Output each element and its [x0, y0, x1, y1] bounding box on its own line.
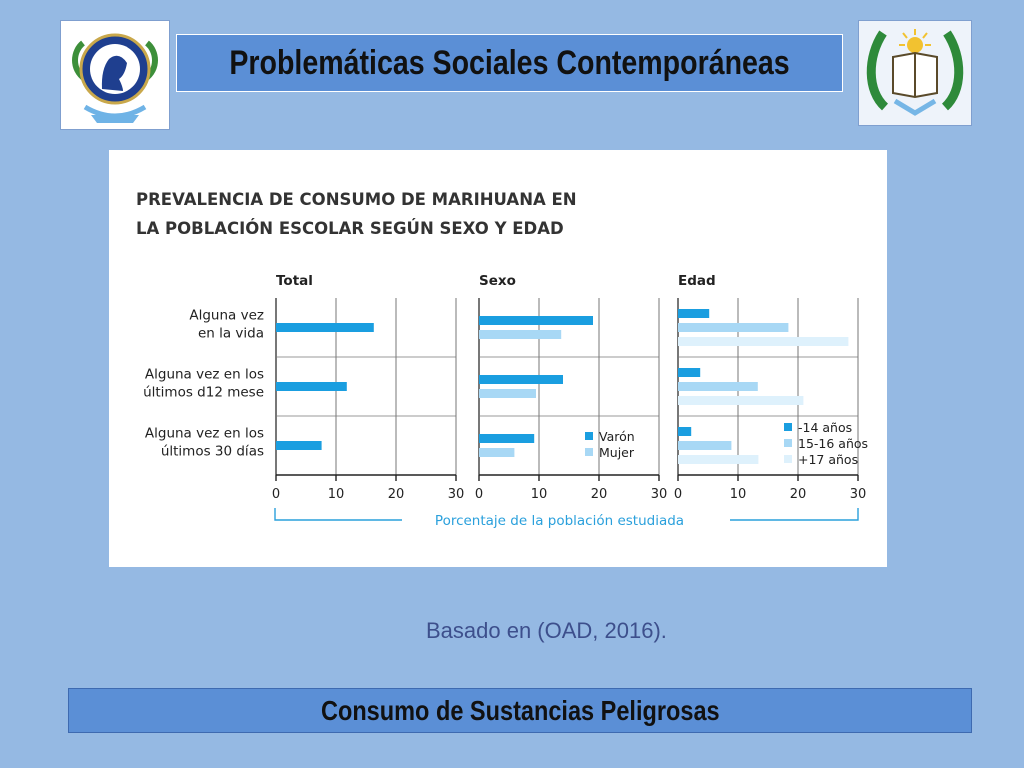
- bar: [678, 427, 692, 436]
- bar: [276, 323, 374, 332]
- chart-title-line2: LA POBLACIÓN ESCOLAR SEGÚN SEXO Y EDAD: [136, 219, 564, 238]
- tick-label: 0: [475, 487, 483, 502]
- legend-label: 15-16 años: [798, 436, 868, 451]
- source-citation: Basado en (OAD, 2016).: [426, 618, 667, 643]
- bar: [479, 375, 563, 384]
- tick-label: 30: [651, 487, 668, 502]
- bar: [479, 316, 593, 325]
- legend-swatch: [784, 423, 792, 431]
- page-title: Problemáticas Sociales Contemporáneas: [229, 43, 790, 82]
- page-title-banner: Problemáticas Sociales Contemporáneas: [176, 34, 843, 92]
- police-shield-icon: [72, 33, 158, 123]
- category-label: últimos d12 mese: [143, 385, 264, 401]
- emblem-logo: [858, 20, 972, 126]
- bar: [479, 330, 562, 339]
- tick-label: 10: [730, 487, 747, 502]
- panel-title: Total: [276, 273, 313, 289]
- category-label: Alguna vez en los: [145, 426, 264, 442]
- panel-title: Edad: [678, 273, 716, 289]
- footer-banner: Consumo de Sustancias Peligrosas: [68, 688, 972, 733]
- tick-label: 0: [674, 487, 682, 502]
- bar: [678, 396, 804, 405]
- bar: [678, 441, 732, 450]
- legend-label: Varón: [599, 429, 635, 444]
- category-label: últimos 30 días: [161, 444, 264, 460]
- category-label: en la vida: [198, 326, 264, 342]
- bar: [479, 434, 535, 443]
- bar: [276, 441, 322, 450]
- bar: [479, 389, 536, 398]
- bar: [678, 368, 701, 377]
- marihuana-prevalence-chart: PREVALENCIA DE CONSUMO DE MARIHUANA EN L…: [136, 190, 868, 529]
- legend-label: Mujer: [599, 445, 635, 460]
- chart-panel: PREVALENCIA DE CONSUMO DE MARIHUANA EN L…: [109, 150, 887, 567]
- tick-label: 30: [448, 487, 465, 502]
- tick-label: 20: [790, 487, 807, 502]
- panel-title: Sexo: [479, 273, 516, 289]
- x-axis-label: Porcentaje de la población estudiada: [435, 513, 684, 529]
- bar: [479, 448, 515, 457]
- bar: [678, 323, 789, 332]
- bar: [678, 337, 849, 346]
- legend-swatch: [784, 439, 792, 447]
- legend-swatch: [784, 455, 792, 463]
- tick-label: 10: [531, 487, 548, 502]
- axis-bracket-left: [274, 508, 402, 521]
- bar: [678, 455, 759, 464]
- category-label: Alguna vez: [189, 308, 264, 324]
- legend-swatch: [585, 432, 593, 440]
- footer-subtitle: Consumo de Sustancias Peligrosas: [320, 694, 720, 726]
- legend-label: +17 años: [798, 452, 858, 467]
- tick-label: 30: [850, 487, 867, 502]
- institute-logo: [60, 20, 170, 130]
- legend-swatch: [585, 448, 593, 456]
- category-label: Alguna vez en los: [145, 367, 264, 383]
- tick-label: 10: [328, 487, 345, 502]
- bar: [276, 382, 347, 391]
- chart-title-line1: PREVALENCIA DE CONSUMO DE MARIHUANA EN: [136, 190, 577, 209]
- tick-label: 20: [591, 487, 608, 502]
- axis-bracket-right: [730, 508, 859, 521]
- tick-label: 0: [272, 487, 280, 502]
- legend-label: -14 años: [798, 420, 852, 435]
- laurel-book-emblem-icon: [866, 29, 964, 116]
- bar: [678, 382, 758, 391]
- tick-label: 20: [388, 487, 405, 502]
- bar: [678, 309, 710, 318]
